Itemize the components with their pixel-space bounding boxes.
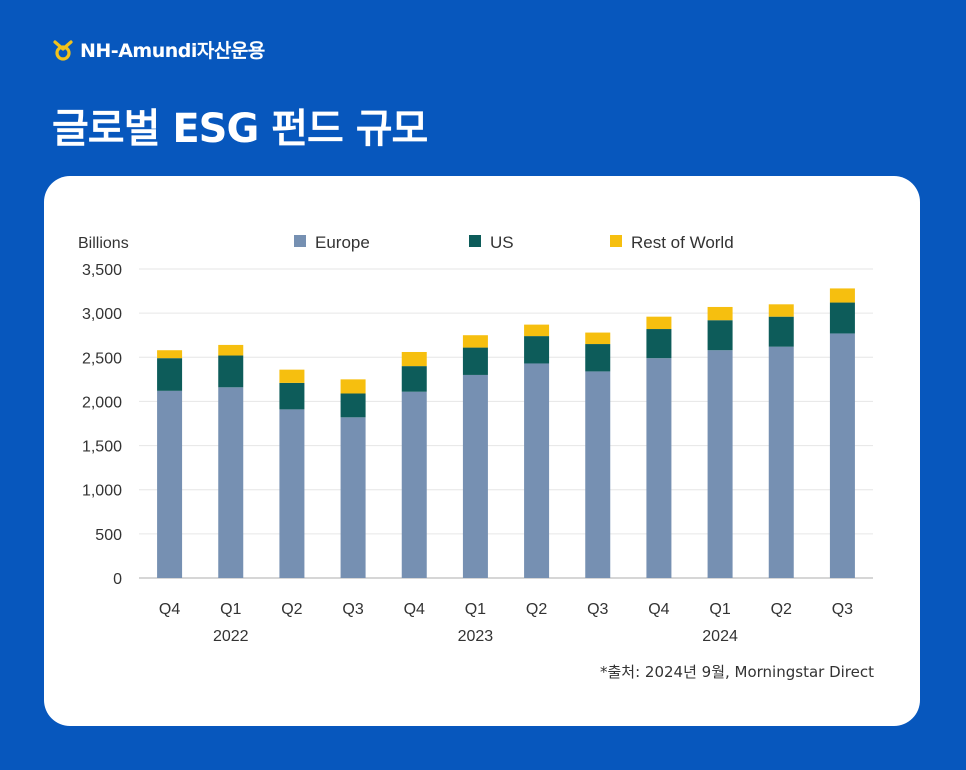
bar-segment	[829, 288, 855, 303]
bar-segment	[157, 350, 183, 359]
y-axis-label: Billions	[78, 235, 129, 252]
y-tick-label: 500	[95, 527, 122, 544]
bar-segment	[401, 366, 427, 392]
source-note: *출처: 2024년 9월, Morningstar Direct	[599, 663, 874, 681]
bar-segment	[218, 344, 244, 356]
legend-label: Rest of World	[631, 233, 734, 252]
bar-segment	[646, 358, 672, 578]
y-tick-label: 1,500	[82, 439, 122, 456]
x-tick-label: Q2	[771, 601, 792, 618]
y-tick-label: 3,500	[82, 262, 122, 279]
bar-segment	[646, 316, 672, 330]
y-tick-label: 1,000	[82, 483, 122, 500]
x-tick-label: Q2	[281, 601, 302, 618]
page-title: 글로벌 ESG 펀드 규모	[52, 106, 428, 152]
brand-name: NH-Amundi자산운용	[80, 40, 265, 62]
bar-segment	[829, 302, 855, 334]
x-tick-label: Q1	[465, 601, 486, 618]
x-year-label: 2023	[458, 628, 494, 645]
legend-label: Europe	[315, 233, 370, 252]
x-tick-label: Q3	[587, 601, 608, 618]
bar-segment	[279, 409, 305, 578]
bar-segment	[279, 369, 305, 383]
bar-segment	[707, 306, 733, 321]
bar-segment	[768, 316, 794, 347]
bar-segment	[401, 391, 427, 578]
bar-segment	[462, 335, 488, 348]
bar-segment	[585, 344, 611, 372]
x-tick-label: Q4	[404, 601, 425, 618]
bar-segment	[768, 346, 794, 578]
bar-segment	[340, 379, 366, 394]
y-tick-label: 2,000	[82, 394, 122, 411]
bar-segment	[462, 374, 488, 578]
bar-segment	[707, 320, 733, 351]
bar-segment	[524, 324, 550, 337]
legend-swatch	[294, 235, 306, 247]
legend-label: US	[490, 233, 514, 252]
x-tick-label: Q1	[220, 601, 241, 618]
x-year-label: 2022	[213, 628, 249, 645]
bar-segment	[707, 350, 733, 578]
bar-segment	[279, 382, 305, 410]
y-tick-label: 3,000	[82, 306, 122, 323]
legend-swatch	[610, 235, 622, 247]
bar-segment	[462, 347, 488, 375]
x-tick-label: Q3	[342, 601, 363, 618]
x-tick-label: Q2	[526, 601, 547, 618]
nh-logo-icon	[53, 39, 73, 61]
bar-segment	[218, 387, 244, 578]
bar-segment	[157, 390, 183, 578]
x-tick-label: Q4	[648, 601, 669, 618]
bar-segment	[768, 304, 794, 317]
bar-segment	[829, 333, 855, 578]
y-tick-label: 2,500	[82, 350, 122, 367]
bar-segment	[585, 332, 611, 345]
x-tick-label: Q1	[709, 601, 730, 618]
x-year-label: 2024	[702, 628, 738, 645]
bar-segment	[218, 355, 244, 388]
stacked-bar-chart: 0 500 1,000 1,500 2,000 2,500 3,000 3,500 Billio…	[78, 233, 873, 645]
bar-segment	[340, 417, 366, 578]
bar-segment	[524, 363, 550, 578]
legend-swatch	[469, 235, 481, 247]
bar-segment	[401, 351, 427, 367]
bar-segment	[524, 336, 550, 364]
bar-segment	[340, 393, 366, 418]
x-tick-label: Q3	[832, 601, 853, 618]
bar-segment	[585, 371, 611, 578]
y-tick-label: 0	[113, 571, 122, 588]
x-tick-label: Q4	[159, 601, 180, 618]
bar-segment	[646, 329, 672, 359]
bar-segment	[157, 358, 183, 391]
chart-card: 0 500 1,000 1,500 2,000 2,500 3,000 3,500 Billio…	[44, 176, 920, 726]
brand-logo: NH-Amundi자산운용	[52, 36, 265, 63]
